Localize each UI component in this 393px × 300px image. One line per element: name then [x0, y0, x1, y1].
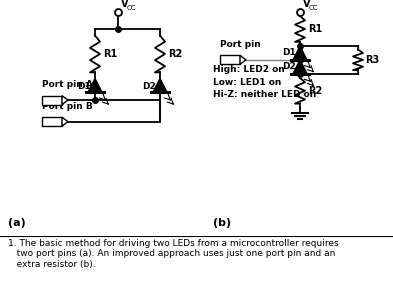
Text: extra resistor (b).: extra resistor (b).: [8, 260, 95, 268]
Text: High: LED2 on: High: LED2 on: [213, 65, 285, 74]
Text: D2: D2: [282, 62, 296, 71]
Text: CC: CC: [127, 5, 136, 11]
Text: R3: R3: [365, 55, 379, 65]
Text: (b): (b): [213, 218, 231, 228]
Text: V: V: [121, 0, 129, 9]
Text: 1. The basic method for driving two LEDs from a microcontroller requires: 1. The basic method for driving two LEDs…: [8, 239, 339, 248]
Polygon shape: [293, 46, 307, 60]
Polygon shape: [153, 79, 167, 92]
Bar: [220, 56, 240, 64]
Text: Port pin B: Port pin B: [42, 102, 93, 111]
Bar: [42, 117, 62, 126]
Text: R2: R2: [308, 86, 322, 96]
Text: R2: R2: [168, 49, 182, 59]
Polygon shape: [240, 56, 246, 64]
Text: R1: R1: [308, 24, 322, 34]
Bar: [42, 96, 62, 104]
Polygon shape: [88, 79, 102, 92]
Text: Low: LED1 on: Low: LED1 on: [213, 77, 281, 86]
Text: D1: D1: [77, 82, 91, 91]
Text: two port pins (a). An improved approach uses just one port pin and an: two port pins (a). An improved approach …: [8, 250, 335, 259]
Text: CC: CC: [309, 5, 318, 11]
Text: (a): (a): [8, 218, 26, 228]
Polygon shape: [293, 60, 307, 74]
Text: D2: D2: [142, 82, 156, 91]
Text: Hi-Z: neither LED on: Hi-Z: neither LED on: [213, 90, 316, 99]
Polygon shape: [62, 117, 68, 126]
Text: V: V: [303, 0, 310, 9]
Text: Port pin: Port pin: [220, 40, 261, 49]
Text: R1: R1: [103, 49, 117, 59]
Text: D1: D1: [282, 49, 296, 58]
Text: Port pin A: Port pin A: [42, 80, 93, 89]
Polygon shape: [62, 96, 68, 104]
